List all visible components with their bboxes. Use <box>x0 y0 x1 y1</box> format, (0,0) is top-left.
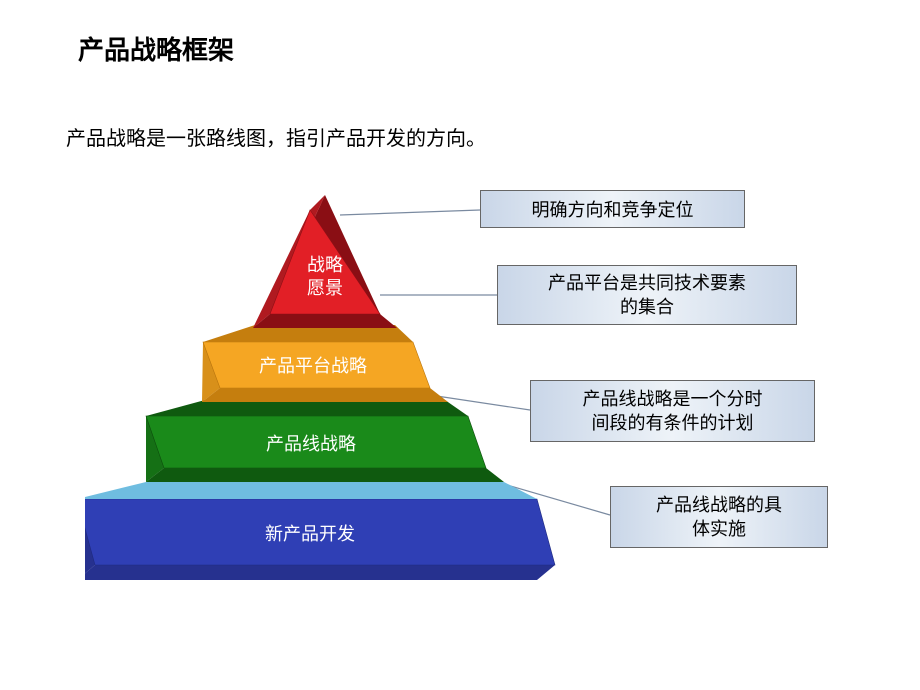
page-subtitle: 产品战略是一张路线图，指引产品开发的方向。 <box>66 122 486 151</box>
callout-2-line1: 产品平台是共同技术要素 <box>548 271 746 295</box>
pyramid-label-4: 新产品开发 <box>265 520 355 546</box>
pyramid-label-2: 产品平台战略 <box>259 352 367 378</box>
callout-4: 产品线战略的具 体实施 <box>610 486 828 548</box>
callout-1-text: 明确方向和竞争定位 <box>532 196 694 222</box>
callout-2: 产品平台是共同技术要素 的集合 <box>497 265 797 325</box>
callout-3-line2: 间段的有条件的计划 <box>592 411 754 435</box>
pyramid-label-1-line2: 愿景 <box>307 278 343 298</box>
pyramid-label-3: 产品线战略 <box>266 430 356 456</box>
page-title: 产品战略框架 <box>78 30 234 67</box>
callout-3: 产品线战略是一个分时 间段的有条件的计划 <box>530 380 815 442</box>
callout-4-line2: 体实施 <box>692 517 746 541</box>
pyramid-label-1: 战略 愿景 <box>307 254 343 299</box>
callout-3-line1: 产品线战略是一个分时 <box>583 387 763 411</box>
pyramid-diagram: 战略 愿景 产品平台战略 产品线战略 新产品开发 <box>85 170 565 590</box>
pyramid-label-1-line1: 战略 <box>307 255 343 275</box>
callout-1: 明确方向和竞争定位 <box>480 190 745 228</box>
callout-2-line2: 的集合 <box>620 295 674 319</box>
callout-4-line1: 产品线战略的具 <box>656 493 782 517</box>
